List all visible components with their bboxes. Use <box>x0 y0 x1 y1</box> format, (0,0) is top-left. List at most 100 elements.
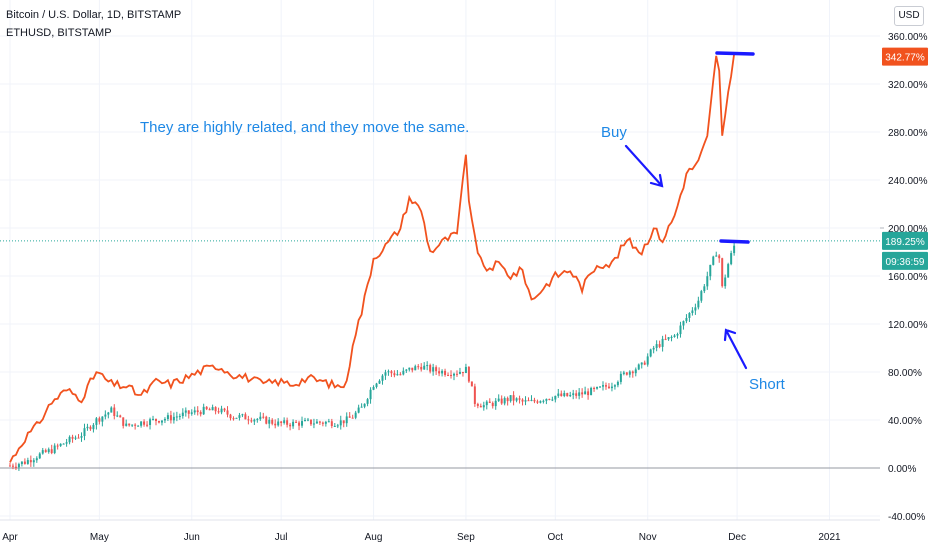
time-axis[interactable]: Apr May Jun Jul Aug Sep Oct Nov Dec 2021 <box>0 519 880 543</box>
btc-candle[interactable] <box>607 386 610 389</box>
btc-candle[interactable] <box>11 465 14 467</box>
btc-candle[interactable] <box>83 428 86 437</box>
price-axis[interactable]: 360.00% 320.00% 280.00% 240.00% 200.00% 160.0… <box>880 32 928 523</box>
btc-candle[interactable] <box>509 395 512 402</box>
btc-candle[interactable] <box>724 277 727 287</box>
btc-candle[interactable] <box>444 370 447 375</box>
btc-candle[interactable] <box>715 255 718 257</box>
btc-candle[interactable] <box>536 401 539 403</box>
btc-candle[interactable] <box>271 419 274 424</box>
btc-candle[interactable] <box>196 410 199 413</box>
btc-candle[interactable] <box>688 313 691 318</box>
btc-candle[interactable] <box>399 374 402 376</box>
btc-candle[interactable] <box>679 325 682 335</box>
btc-candle[interactable] <box>691 310 694 314</box>
btc-candle[interactable] <box>479 405 482 408</box>
btc-candle[interactable] <box>566 393 569 397</box>
btc-candle[interactable] <box>575 393 578 396</box>
btc-candle[interactable] <box>515 398 518 401</box>
currency-button[interactable]: USD <box>894 6 924 26</box>
btc-candle[interactable] <box>315 421 318 424</box>
btc-candle[interactable] <box>220 408 223 413</box>
btc-candle[interactable] <box>44 450 47 453</box>
btc-candle[interactable] <box>485 401 488 406</box>
btc-candle[interactable] <box>539 401 542 403</box>
btc-candle[interactable] <box>438 371 441 374</box>
btc-candle[interactable] <box>38 453 41 459</box>
btc-candle[interactable] <box>345 416 348 424</box>
btc-candle[interactable] <box>235 417 238 419</box>
btc-candle[interactable] <box>217 411 220 413</box>
btc-candle[interactable] <box>208 409 211 411</box>
btc-candle[interactable] <box>649 349 652 357</box>
btc-candle[interactable] <box>163 418 166 421</box>
btc-candle[interactable] <box>387 371 390 373</box>
btc-candle[interactable] <box>542 400 545 402</box>
legend-main-series[interactable]: Bitcoin / U.S. Dollar, 1D, BITSTAMP <box>6 9 182 21</box>
btc-candle[interactable] <box>709 264 712 277</box>
btc-candle[interactable] <box>375 383 378 387</box>
btc-candle[interactable] <box>265 416 268 424</box>
btc-candle[interactable] <box>363 403 366 407</box>
btc-candle[interactable] <box>223 408 226 411</box>
btc-candle[interactable] <box>658 344 661 347</box>
btc-candle[interactable] <box>333 425 336 427</box>
btc-candle[interactable] <box>86 426 89 429</box>
btc-candle[interactable] <box>390 371 393 374</box>
btc-candle[interactable] <box>393 373 396 376</box>
eth-line-series[interactable] <box>9 53 735 463</box>
btc-candle[interactable] <box>155 418 157 422</box>
btc-candle[interactable] <box>74 437 77 439</box>
btc-candle[interactable] <box>676 334 679 336</box>
btc-candle[interactable] <box>548 398 551 400</box>
btc-candle[interactable] <box>619 373 622 382</box>
btc-candle[interactable] <box>423 365 426 370</box>
btc-candle[interactable] <box>512 395 515 401</box>
btc-candle[interactable] <box>29 460 32 463</box>
btc-candle[interactable] <box>521 399 524 402</box>
btc-candle[interactable] <box>458 371 461 374</box>
btc-candle[interactable] <box>318 421 321 423</box>
btc-candle[interactable] <box>661 338 664 347</box>
btc-candle[interactable] <box>146 424 149 426</box>
btc-candle[interactable] <box>119 415 122 418</box>
btc-candle[interactable] <box>569 395 572 397</box>
btc-candle[interactable] <box>262 416 265 418</box>
btc-candle[interactable] <box>667 337 670 340</box>
btc-candle[interactable] <box>590 387 593 396</box>
btc-candle[interactable] <box>733 245 736 254</box>
btc-candle[interactable] <box>116 415 119 417</box>
btc-candle[interactable] <box>706 276 709 287</box>
btc-candle[interactable] <box>47 449 50 453</box>
btc-candle[interactable] <box>175 416 178 418</box>
btc-candle[interactable] <box>309 419 312 425</box>
btc-candle[interactable] <box>602 385 604 387</box>
btc-candle[interactable] <box>23 461 26 464</box>
btc-candle[interactable] <box>122 417 125 426</box>
btc-candle[interactable] <box>280 421 283 423</box>
btc-candle[interactable] <box>366 399 369 404</box>
btc-candle[interactable] <box>721 258 724 287</box>
btc-candle[interactable] <box>718 255 721 259</box>
btc-candle[interactable] <box>533 399 536 402</box>
btc-candle[interactable] <box>631 371 634 374</box>
btc-candle[interactable] <box>563 393 566 396</box>
btc-candle[interactable] <box>113 407 116 417</box>
btc-candle[interactable] <box>616 381 619 386</box>
btc-candle[interactable] <box>292 421 295 427</box>
btc-candle[interactable] <box>298 422 301 426</box>
btc-candle[interactable] <box>351 417 354 419</box>
btc-candle[interactable] <box>62 443 65 445</box>
btc-candle[interactable] <box>128 423 131 426</box>
btc-candle[interactable] <box>572 393 575 396</box>
btc-candle[interactable] <box>694 307 697 311</box>
btc-candle[interactable] <box>107 412 110 415</box>
btc-candle[interactable] <box>426 365 429 367</box>
btc-candle[interactable] <box>274 423 277 426</box>
btc-candle[interactable] <box>339 420 342 426</box>
btc-candle[interactable] <box>277 421 280 426</box>
btc-candle[interactable] <box>497 398 500 401</box>
btc-candle[interactable] <box>703 286 706 292</box>
btc-candle[interactable] <box>682 321 685 326</box>
btc-candle[interactable] <box>32 460 35 463</box>
